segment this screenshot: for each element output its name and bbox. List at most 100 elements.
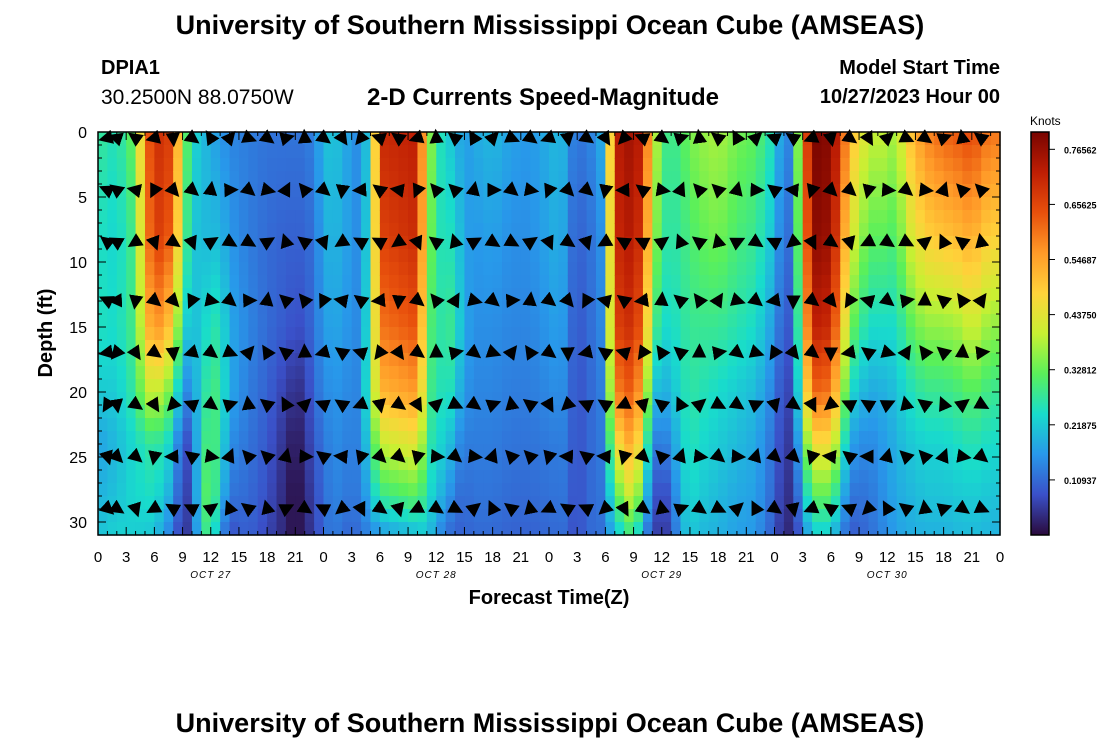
current-vector-arrow — [280, 233, 295, 250]
heatmap-cell — [718, 262, 729, 276]
heatmap-cell — [398, 379, 409, 393]
heatmap-cell — [896, 431, 907, 445]
heatmap-cell — [220, 509, 231, 523]
heatmap-cell — [671, 353, 682, 367]
heatmap-cell — [248, 171, 259, 185]
heatmap-cell — [642, 158, 653, 172]
heatmap-cell — [896, 223, 907, 237]
heatmap-cell — [943, 366, 954, 380]
heatmap-cell — [408, 418, 419, 432]
current-vector-arrow — [522, 398, 539, 414]
heatmap-cell — [530, 288, 541, 302]
heatmap-cell — [398, 366, 409, 380]
heatmap-cell — [830, 431, 841, 445]
heatmap-cell — [990, 444, 1001, 458]
heatmap-cell — [107, 327, 118, 341]
current-vector-arrow — [183, 399, 200, 414]
heatmap-cell — [116, 301, 127, 315]
heatmap-cell — [417, 132, 428, 146]
current-vector-arrow — [690, 398, 707, 414]
heatmap-cell — [962, 288, 973, 302]
heatmap-cell — [220, 379, 231, 393]
heatmap-cell — [464, 145, 475, 159]
heatmap-cell — [473, 340, 484, 354]
heatmap-cell — [924, 262, 935, 276]
heatmap-cell — [220, 210, 231, 224]
heatmap-cell — [126, 197, 137, 211]
heatmap-cell — [154, 418, 165, 432]
heatmap-cell — [154, 483, 165, 497]
heatmap-cell — [379, 249, 390, 263]
heatmap-cell — [276, 301, 287, 315]
x-tick-label: 6 — [827, 549, 835, 566]
heatmap-cell — [671, 509, 682, 523]
heatmap-cell — [210, 158, 221, 172]
heatmap-cell — [765, 405, 776, 419]
heatmap-cell — [191, 496, 202, 510]
heatmap-cell — [342, 431, 353, 445]
heatmap-cell — [295, 171, 306, 185]
heatmap-cell — [201, 145, 212, 159]
current-vector-arrow — [728, 395, 745, 410]
heatmap-cell — [906, 301, 917, 315]
heatmap-cell — [755, 431, 766, 445]
heatmap-cell — [445, 470, 456, 484]
heatmap-cell — [943, 392, 954, 406]
heatmap-cell — [483, 366, 494, 380]
heatmap-cell — [285, 496, 296, 510]
heatmap-cell — [934, 158, 945, 172]
heatmap-cell — [135, 288, 146, 302]
heatmap-cell — [455, 431, 466, 445]
heatmap-cell — [605, 314, 616, 328]
heatmap-cell — [793, 470, 804, 484]
current-vector-arrow — [582, 292, 596, 309]
heatmap-cell — [182, 249, 193, 263]
heatmap-cell — [511, 379, 522, 393]
current-vector-arrow — [860, 346, 877, 362]
heatmap-cell — [746, 249, 757, 263]
heatmap-cell — [549, 431, 559, 445]
heatmap-cell — [135, 223, 146, 237]
heatmap-cell — [680, 496, 691, 510]
heatmap-cell — [680, 314, 691, 328]
heatmap-cell — [971, 431, 982, 445]
heatmap-cell — [802, 470, 813, 484]
heatmap-cell — [436, 522, 447, 536]
heatmap-cell — [135, 262, 146, 276]
heatmap-cell — [173, 509, 184, 523]
heatmap-cell — [896, 340, 907, 354]
heatmap-cell — [915, 275, 926, 289]
current-vector-arrow — [183, 234, 197, 251]
current-vector-arrow — [656, 344, 671, 361]
heatmap-cell — [473, 275, 484, 289]
heatmap-cell — [680, 262, 691, 276]
heatmap-cell — [746, 366, 757, 380]
heatmap-cell — [624, 483, 635, 497]
heatmap-cell — [539, 223, 550, 237]
heatmap-cell — [577, 327, 588, 341]
heatmap-cell — [793, 340, 804, 354]
current-vector-arrow — [525, 344, 540, 361]
heatmap-cell — [116, 210, 127, 224]
heatmap-cell — [107, 223, 118, 237]
heatmap-cell — [144, 197, 155, 211]
colorbar-tick-label: 0.43750 — [1064, 311, 1097, 321]
heatmap-cell — [483, 327, 494, 341]
heatmap-cell — [530, 197, 541, 211]
heatmap-cell — [549, 197, 559, 211]
heatmap-cell — [727, 431, 738, 445]
heatmap-cell — [332, 262, 343, 276]
heatmap-cell — [793, 288, 804, 302]
heatmap-cell — [455, 275, 466, 289]
heatmap-cell — [924, 392, 935, 406]
heatmap-cell — [765, 327, 776, 341]
heatmap-cell — [567, 145, 578, 159]
heatmap-cell — [182, 145, 193, 159]
heatmap-cell — [624, 353, 635, 367]
heatmap-cell — [727, 171, 738, 185]
current-vector-arrow — [259, 398, 276, 414]
current-vector-arrow — [766, 499, 783, 514]
heatmap-cell — [774, 483, 785, 497]
heatmap-cell — [210, 340, 221, 354]
heatmap-cell — [295, 301, 306, 315]
